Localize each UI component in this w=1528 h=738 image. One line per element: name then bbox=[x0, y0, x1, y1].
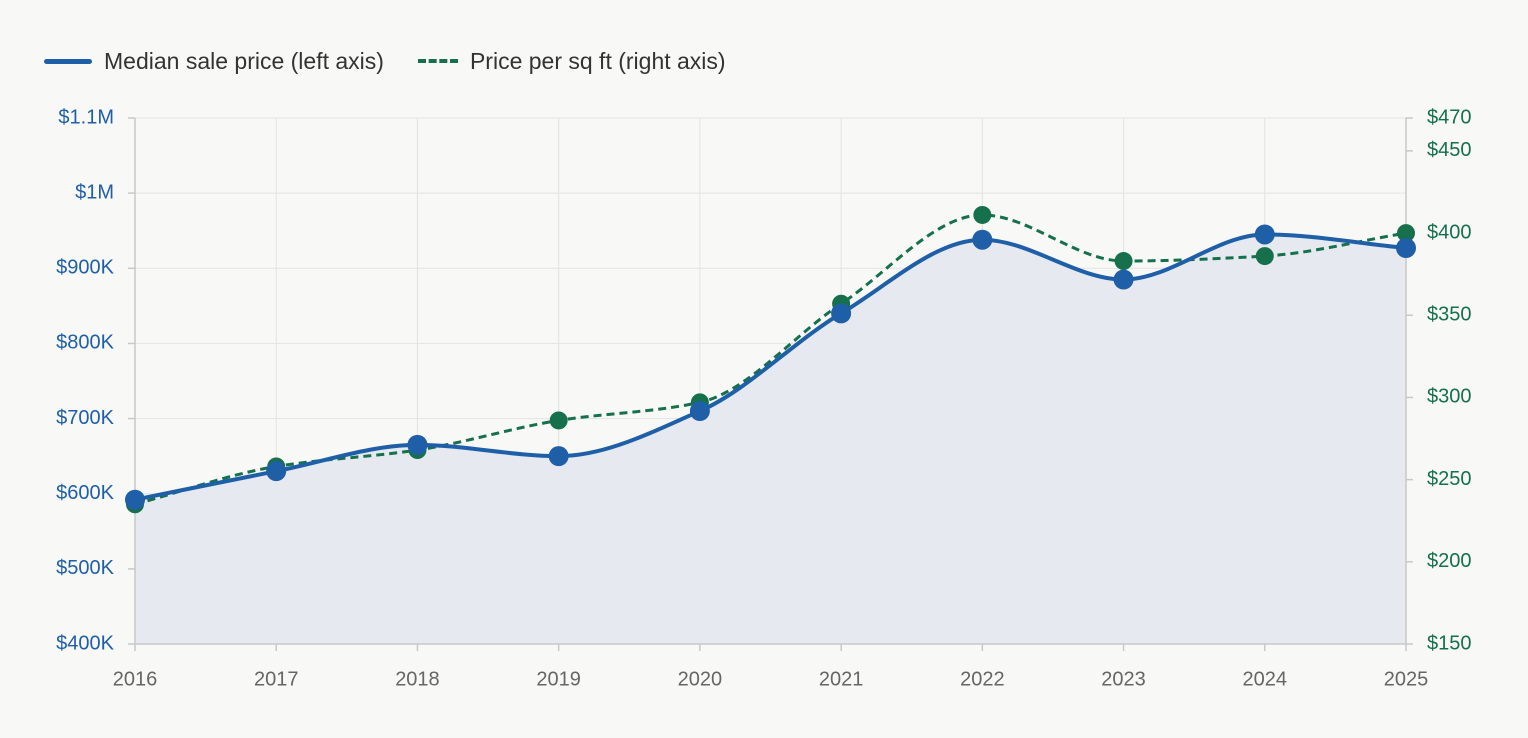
point-price-per-sqft-2025[interactable] bbox=[1397, 224, 1415, 243]
points-layer bbox=[125, 205, 1416, 514]
x-axis-tick-label: 2020 bbox=[678, 668, 723, 690]
legend-label-median-sale-price: Median sale price (left axis) bbox=[104, 47, 384, 74]
right-axis-tick-label: $300 bbox=[1427, 386, 1472, 408]
x-axis-tick-label: 2023 bbox=[1101, 668, 1146, 690]
point-median-sale-price-2022[interactable] bbox=[972, 229, 993, 250]
point-median-sale-price-2017[interactable] bbox=[266, 461, 287, 482]
point-price-per-sqft-2023[interactable] bbox=[1114, 252, 1133, 271]
left-axis-tick-label: $500K bbox=[56, 557, 114, 579]
point-price-per-sqft-2019[interactable] bbox=[549, 411, 568, 430]
point-price-per-sqft-2022[interactable] bbox=[973, 205, 992, 224]
x-axis-tick-label: 2019 bbox=[536, 668, 581, 690]
x-axis-tick-label: 2016 bbox=[113, 668, 158, 690]
point-median-sale-price-2024[interactable] bbox=[1254, 224, 1275, 245]
point-median-sale-price-2016[interactable] bbox=[125, 489, 145, 510]
left-axis-tick-label: $700K bbox=[56, 407, 114, 429]
point-median-sale-price-2020[interactable] bbox=[689, 401, 710, 422]
point-median-sale-price-2019[interactable] bbox=[548, 446, 569, 467]
left-axis-tick-label: $600K bbox=[56, 482, 114, 504]
right-axis-tick-label: $200 bbox=[1427, 550, 1472, 572]
x-axis-tick-label: 2018 bbox=[395, 668, 440, 690]
right-axis-tick-label: $400 bbox=[1427, 221, 1472, 243]
legend: Median sale price (left axis) Price per … bbox=[44, 44, 726, 78]
x-axis-tick-label: 2022 bbox=[960, 668, 1005, 690]
legend-item-median-sale-price[interactable]: Median sale price (left axis) bbox=[44, 48, 384, 75]
x-axis-tick-label: 2024 bbox=[1243, 668, 1288, 690]
x-axis-tick-label: 2017 bbox=[254, 668, 299, 690]
area-layer bbox=[135, 234, 1406, 644]
series-line-price-per-sqft bbox=[134, 213, 1407, 506]
left-axis-tick-label: $400K bbox=[56, 632, 114, 654]
right-axis-tick-label: $150 bbox=[1427, 632, 1472, 654]
legend-item-price-per-sqft[interactable]: Price per sq ft (right axis) bbox=[417, 47, 726, 75]
right-axis-tick-label: $250 bbox=[1427, 468, 1472, 490]
point-median-sale-price-2025[interactable] bbox=[1396, 237, 1416, 258]
legend-swatch-dashed bbox=[417, 59, 458, 63]
right-axis-tick-label: $470 bbox=[1427, 106, 1472, 128]
x-axis-tick-label: 2025 bbox=[1384, 668, 1429, 690]
point-median-sale-price-2021[interactable] bbox=[831, 303, 852, 324]
left-axis-tick-label: $900K bbox=[56, 257, 114, 279]
legend-swatch-solid bbox=[44, 58, 92, 64]
right-axis-tick-label: $450 bbox=[1427, 139, 1472, 161]
area-fill-median-sale-price bbox=[135, 234, 1406, 644]
series-layer bbox=[134, 213, 1407, 506]
left-axis-tick-label: $800K bbox=[56, 332, 114, 354]
right-axis-tick-label: $350 bbox=[1427, 304, 1472, 326]
series-line-median-sale-price bbox=[134, 232, 1407, 502]
point-price-per-sqft-2024[interactable] bbox=[1255, 247, 1274, 266]
point-median-sale-price-2018[interactable] bbox=[407, 434, 428, 455]
legend-label-price-per-sqft: Price per sq ft (right axis) bbox=[469, 47, 726, 74]
left-axis-tick-label: $1.1M bbox=[58, 106, 114, 128]
x-axis-tick-label: 2021 bbox=[819, 668, 864, 690]
point-median-sale-price-2023[interactable] bbox=[1113, 269, 1134, 290]
left-axis-tick-label: $1M bbox=[75, 181, 114, 203]
tick-labels: $400K $500K $600K $700K $800K $900K $1M $1.1M $1… bbox=[56, 106, 1471, 690]
